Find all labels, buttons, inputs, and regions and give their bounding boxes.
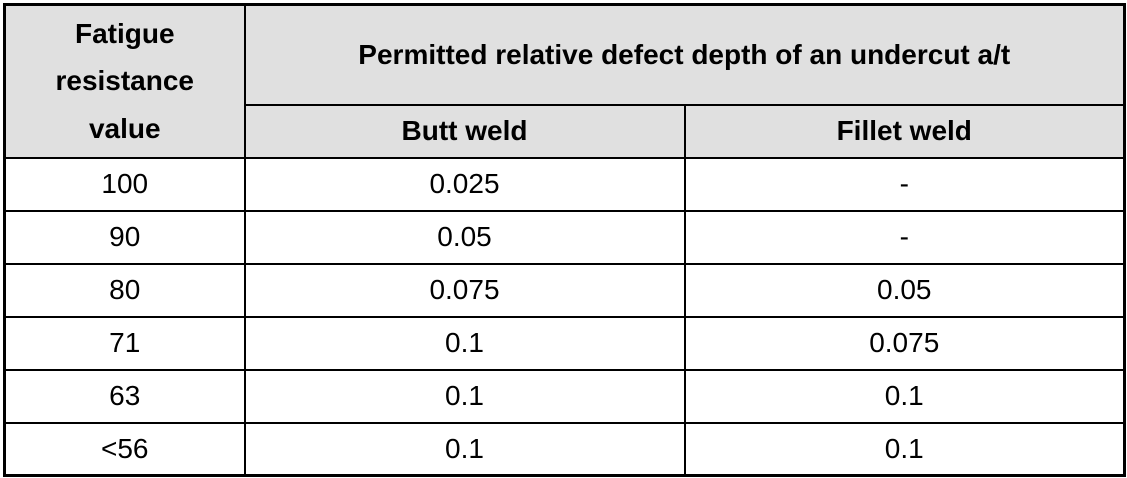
butt-weld-cell: 0.075	[243, 262, 686, 318]
butt-weld-cell: 0.1	[243, 315, 686, 371]
fatigue-value-cell: 63	[3, 368, 246, 424]
fatigue-value-cell: 80	[3, 262, 246, 318]
fillet-weld-cell: 0.1	[683, 368, 1126, 424]
fillet-weld-cell: -	[683, 156, 1126, 212]
fatigue-value-cell: <56	[3, 421, 246, 477]
header-fatigue-resistance-value: Fatigue resistance value	[3, 3, 246, 159]
table-row: 71 0.1 0.075	[3, 315, 1126, 371]
fatigue-resistance-table: Fatigue resistance value Permitted relat…	[3, 3, 1126, 477]
butt-weld-cell: 0.05	[243, 209, 686, 265]
header-fillet-weld: Fillet weld	[683, 103, 1126, 159]
butt-weld-cell: 0.025	[243, 156, 686, 212]
table-row: 80 0.075 0.05	[3, 262, 1126, 318]
fillet-weld-cell: 0.05	[683, 262, 1126, 318]
fillet-weld-cell: 0.1	[683, 421, 1126, 477]
butt-weld-cell: 0.1	[243, 421, 686, 477]
fatigue-value-cell: 71	[3, 315, 246, 371]
table-row: <56 0.1 0.1	[3, 421, 1126, 477]
fatigue-value-cell: 100	[3, 156, 246, 212]
header-butt-weld: Butt weld	[243, 103, 686, 159]
butt-weld-cell: 0.1	[243, 368, 686, 424]
fillet-weld-cell: 0.075	[683, 315, 1126, 371]
fillet-weld-cell: -	[683, 209, 1126, 265]
table-row: 63 0.1 0.1	[3, 368, 1126, 424]
table-row: 100 0.025 -	[3, 156, 1126, 212]
header-permitted-defect-depth: Permitted relative defect depth of an un…	[243, 3, 1126, 106]
table-row: 90 0.05 -	[3, 209, 1126, 265]
fatigue-value-cell: 90	[3, 209, 246, 265]
